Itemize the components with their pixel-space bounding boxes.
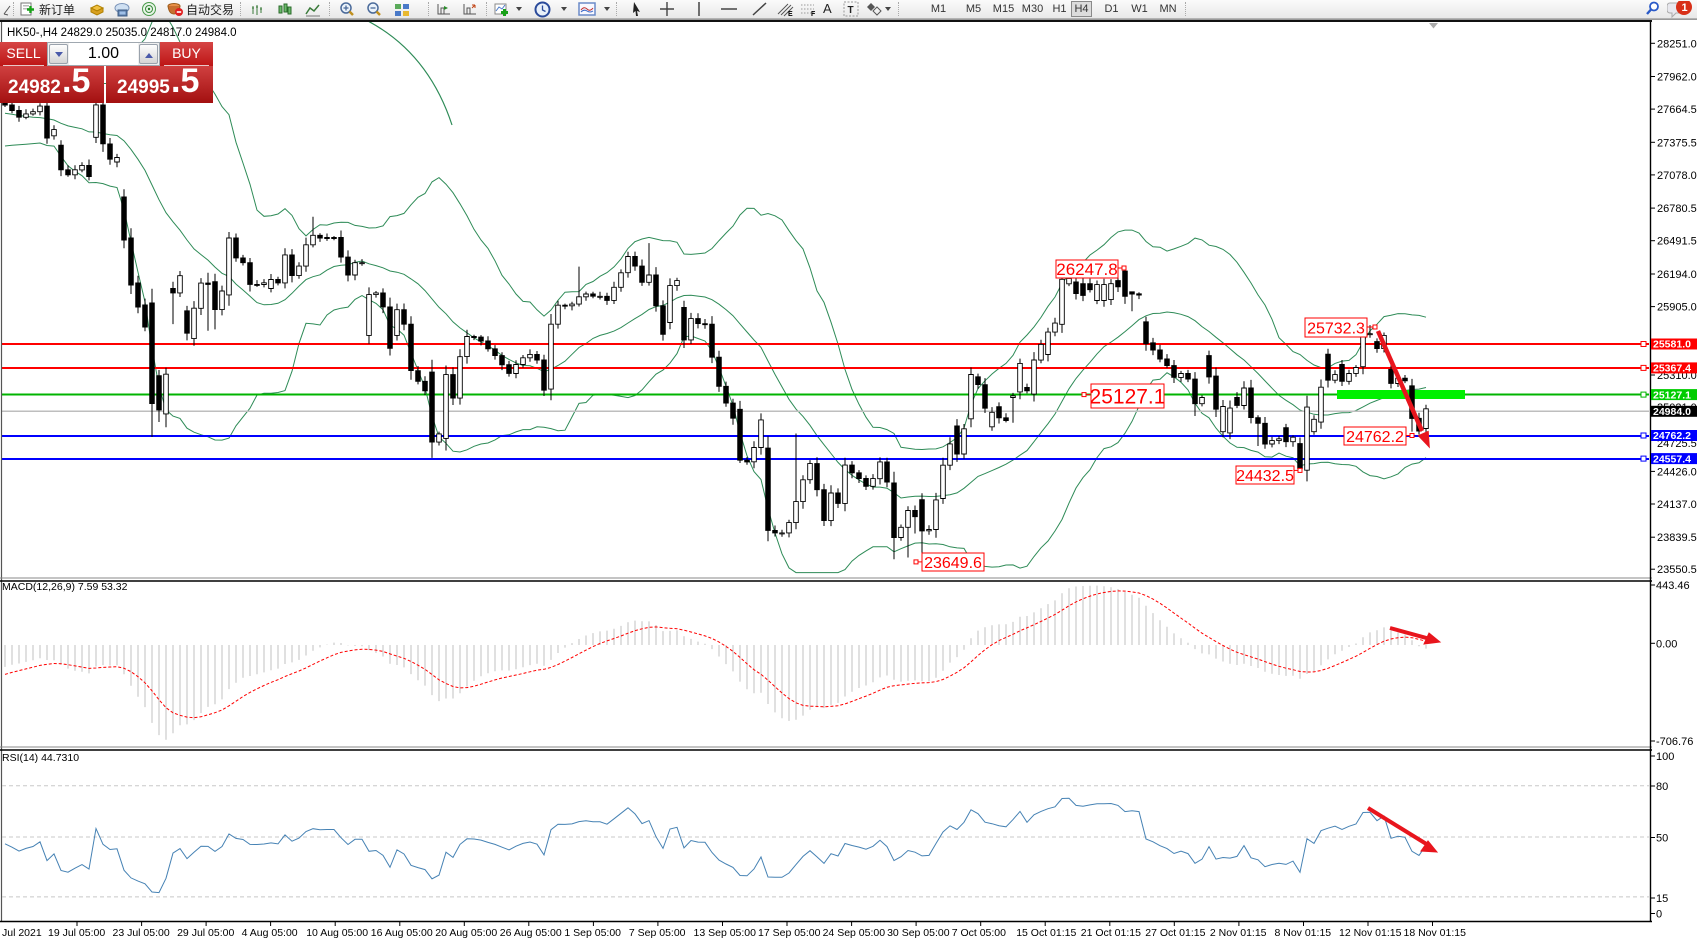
svg-text:25905.0: 25905.0 xyxy=(1657,302,1697,314)
svg-text:HK50-,H4 24829.0 25035.0 2481: HK50-,H4 24829.0 25035.0 24817.0 24984.0 xyxy=(7,27,237,39)
svg-text:80: 80 xyxy=(1656,781,1668,793)
svg-text:443.46: 443.46 xyxy=(1656,580,1690,592)
svg-text:23 Jul 05:00: 23 Jul 05:00 xyxy=(113,927,170,939)
svg-text:12 Nov 01:15: 12 Nov 01:15 xyxy=(1339,927,1402,939)
svg-text:27078.0: 27078.0 xyxy=(1657,170,1697,182)
svg-text:27 Oct 01:15: 27 Oct 01:15 xyxy=(1145,927,1205,939)
svg-text:-706.76: -706.76 xyxy=(1656,736,1693,748)
svg-text:F: F xyxy=(811,11,816,17)
svg-text:26491.5: 26491.5 xyxy=(1657,236,1697,248)
svg-text:25581.0: 25581.0 xyxy=(1653,339,1691,351)
svg-text:18 Nov 01:15: 18 Nov 01:15 xyxy=(1404,927,1467,939)
svg-text:24432.5: 24432.5 xyxy=(1236,468,1294,485)
svg-text:26780.5: 26780.5 xyxy=(1657,203,1697,215)
svg-text:24762.2: 24762.2 xyxy=(1346,429,1404,446)
svg-text:24557.4: 24557.4 xyxy=(1653,453,1691,465)
svg-text:RSI(14) 44.7310: RSI(14) 44.7310 xyxy=(2,752,79,764)
svg-text:4 Aug 05:00: 4 Aug 05:00 xyxy=(242,927,298,939)
svg-text:1: 1 xyxy=(1682,2,1688,14)
svg-text:MACD(12,26,9) 7.59 53.32: MACD(12,26,9) 7.59 53.32 xyxy=(2,581,128,593)
svg-text:24 Sep 05:00: 24 Sep 05:00 xyxy=(823,927,886,939)
svg-text:30 Sep 05:00: 30 Sep 05:00 xyxy=(887,927,950,939)
svg-text:27962.0: 27962.0 xyxy=(1657,72,1697,84)
svg-text:50: 50 xyxy=(1656,833,1668,845)
svg-text:25732.3: 25732.3 xyxy=(1307,320,1365,337)
svg-text:16 Aug 05:00: 16 Aug 05:00 xyxy=(371,927,433,939)
svg-text:23550.5: 23550.5 xyxy=(1657,564,1697,576)
svg-text:23839.5: 23839.5 xyxy=(1657,532,1697,544)
svg-text:Jul 2021: Jul 2021 xyxy=(2,927,42,939)
svg-text:26247.8: 26247.8 xyxy=(1056,260,1117,279)
svg-text:29 Jul 05:00: 29 Jul 05:00 xyxy=(177,927,234,939)
svg-text:T: T xyxy=(848,5,854,16)
svg-text:24984.0: 24984.0 xyxy=(1653,406,1691,418)
svg-text:100: 100 xyxy=(1656,751,1674,763)
svg-text:2 Nov 01:15: 2 Nov 01:15 xyxy=(1210,927,1267,939)
svg-text:0: 0 xyxy=(1656,909,1662,921)
svg-text:28251.0: 28251.0 xyxy=(1657,38,1697,50)
svg-text:8 Nov 01:15: 8 Nov 01:15 xyxy=(1275,927,1332,939)
svg-text:24762.2: 24762.2 xyxy=(1653,430,1691,442)
svg-text:23649.6: 23649.6 xyxy=(924,555,982,572)
svg-text:25127.1: 25127.1 xyxy=(1653,389,1691,401)
svg-text:25127.1: 25127.1 xyxy=(1090,386,1166,409)
svg-text:E: E xyxy=(788,11,793,17)
svg-text:19 Jul 05:00: 19 Jul 05:00 xyxy=(48,927,105,939)
svg-text:15: 15 xyxy=(1656,893,1668,905)
svg-text:24426.0: 24426.0 xyxy=(1657,466,1697,478)
svg-text:25367.4: 25367.4 xyxy=(1653,363,1691,375)
svg-text:13 Sep 05:00: 13 Sep 05:00 xyxy=(694,927,757,939)
svg-text:0.00: 0.00 xyxy=(1656,638,1677,650)
svg-text:7 Sep 05:00: 7 Sep 05:00 xyxy=(629,927,686,939)
svg-text:1 Sep 05:00: 1 Sep 05:00 xyxy=(564,927,621,939)
svg-text:20 Aug 05:00: 20 Aug 05:00 xyxy=(435,927,497,939)
svg-text:21 Oct 01:15: 21 Oct 01:15 xyxy=(1081,927,1141,939)
svg-text:26 Aug 05:00: 26 Aug 05:00 xyxy=(500,927,562,939)
svg-text:17 Sep 05:00: 17 Sep 05:00 xyxy=(758,927,821,939)
svg-text:7 Oct 05:00: 7 Oct 05:00 xyxy=(952,927,1006,939)
svg-text:27375.5: 27375.5 xyxy=(1657,137,1697,149)
svg-text:24137.0: 24137.0 xyxy=(1657,499,1697,511)
svg-text:10 Aug 05:00: 10 Aug 05:00 xyxy=(306,927,368,939)
svg-text:27664.5: 27664.5 xyxy=(1657,104,1697,116)
svg-text:26194.0: 26194.0 xyxy=(1657,269,1697,281)
svg-text:15 Oct 01:15: 15 Oct 01:15 xyxy=(1016,927,1076,939)
